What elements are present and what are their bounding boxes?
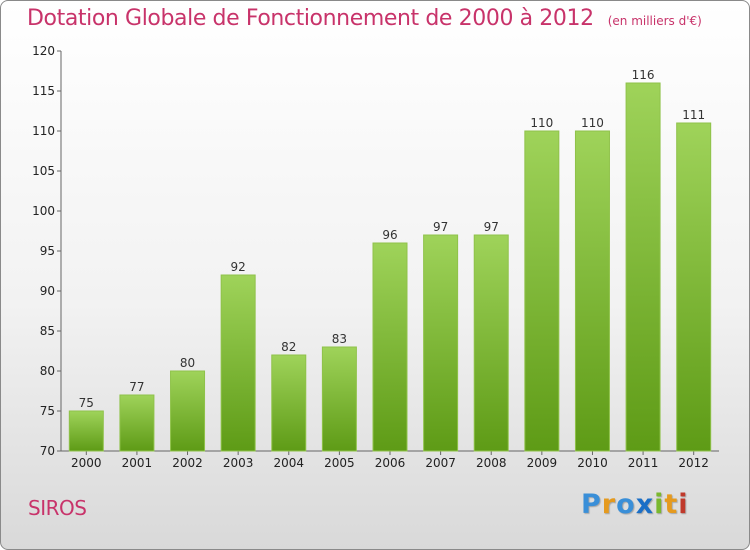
commune-name: SIROS [28,496,87,520]
bar-2008 [473,234,509,452]
value-label-2010: 110 [581,116,604,130]
y-tick-label: 70 [40,444,55,458]
value-label-2011: 116 [632,68,655,82]
bar-2005 [321,346,357,452]
x-tick-label: 2007 [425,456,456,470]
x-tick-label: 2008 [476,456,507,470]
x-tick-label: 2010 [577,456,608,470]
value-label-2005: 83 [332,332,347,346]
bar-2002 [170,370,206,452]
x-tick-label: 2011 [628,456,659,470]
x-tick-label: 2002 [172,456,203,470]
y-tick-label: 100 [32,204,55,218]
x-tick-label: 2009 [527,456,558,470]
y-tick-label: 95 [40,244,55,258]
value-label-2000: 75 [79,396,94,410]
title-row: Dotation Globale de Fonctionnement de 20… [27,6,702,31]
bar-2006 [372,242,408,452]
y-tick-label: 90 [40,284,55,298]
y-tick-label: 80 [40,364,55,378]
x-tick-label: 2005 [324,456,355,470]
labels: 70 75 80 85 90 95 100 105 110 115 120 75 2000 77 2001 8… [32,44,709,470]
value-label-2008: 97 [484,220,499,234]
chart-subtitle: (en milliers d'€) [607,14,702,28]
value-label-2007: 97 [433,220,448,234]
bar-2011 [625,82,661,452]
x-tick-label: 2004 [273,456,304,470]
y-tick-label: 115 [32,84,55,98]
bar-2003 [220,274,256,452]
value-label-2012: 111 [682,108,705,122]
bars [68,82,712,452]
bar-2007 [423,234,459,452]
bar-2001 [119,394,155,452]
proxiti-logo: Proxiti [581,489,689,520]
y-tick-label: 110 [32,124,55,138]
y-tick-label: 120 [32,44,55,58]
value-label-2009: 110 [530,116,553,130]
bar-2012 [676,122,712,452]
x-tick-label: 2012 [678,456,709,470]
value-label-2004: 82 [281,340,296,354]
value-label-2003: 92 [231,260,246,274]
bar-2000 [68,410,104,452]
bar-2010 [574,130,610,452]
y-tick-label: 85 [40,324,55,338]
bar-2009 [524,130,560,452]
x-tick-label: 2006 [375,456,406,470]
x-tick-label: 2000 [71,456,102,470]
y-tick-label: 75 [40,404,55,418]
bar-2004 [271,354,307,452]
x-tick-label: 2001 [122,456,153,470]
chart-title: Dotation Globale de Fonctionnement de 20… [27,6,594,31]
value-label-2001: 77 [129,380,144,394]
x-tick-label: 2003 [223,456,254,470]
value-label-2006: 96 [382,228,397,242]
value-label-2002: 80 [180,356,195,370]
y-tick-label: 105 [32,164,55,178]
